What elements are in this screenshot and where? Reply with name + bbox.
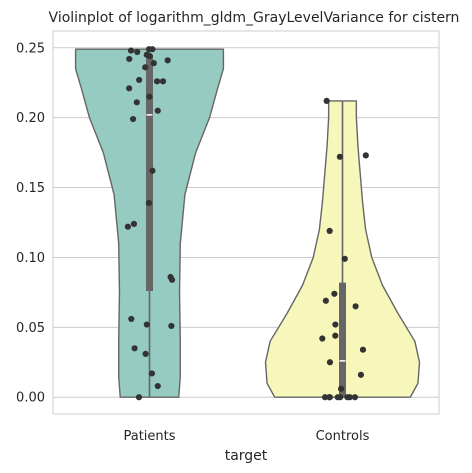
data-point — [362, 152, 369, 159]
data-point — [168, 276, 176, 283]
data-point — [136, 76, 143, 84]
x-tick-label: Patients — [123, 429, 175, 444]
data-point — [146, 53, 153, 60]
data-point — [341, 255, 348, 262]
data-point — [142, 64, 149, 71]
data-point — [359, 346, 367, 353]
data-point — [131, 345, 138, 352]
data-point — [148, 370, 156, 377]
violins — [74, 48, 421, 398]
y-tick-label: 0.00 — [16, 391, 45, 406]
y-tick-label: 0.25 — [16, 41, 45, 56]
data-point — [337, 394, 344, 401]
data-point — [351, 394, 359, 401]
data-points — [124, 46, 369, 401]
data-point — [128, 315, 135, 323]
y-tick-label: 0.20 — [16, 111, 45, 126]
data-point — [126, 85, 133, 92]
plot-frame — [52, 30, 440, 415]
data-point — [133, 99, 140, 106]
data-point — [336, 153, 343, 160]
data-point — [164, 57, 171, 64]
data-point — [130, 220, 138, 227]
data-point — [346, 394, 353, 401]
x-tick-labels: Patients Controls — [123, 429, 369, 444]
data-point — [126, 55, 133, 63]
data-point — [127, 47, 135, 54]
data-point — [146, 93, 153, 100]
data-point — [153, 78, 161, 85]
data-point — [145, 199, 152, 207]
data-point — [357, 371, 365, 378]
data-point — [168, 322, 175, 330]
data-point — [331, 290, 338, 297]
x-tick-label: Controls — [316, 429, 370, 444]
data-point — [323, 97, 330, 104]
data-point — [154, 107, 161, 114]
data-point — [143, 321, 150, 328]
data-point — [129, 115, 137, 123]
chart-title: Violinplot of logarithm_gldm_GrayLevelVa… — [49, 10, 460, 26]
data-point — [154, 382, 161, 390]
data-point — [159, 78, 167, 85]
data-point — [332, 321, 339, 328]
y-tick-label: 0.15 — [16, 181, 45, 196]
data-point — [124, 223, 131, 230]
data-point — [322, 297, 329, 304]
y-tick-label: 0.10 — [16, 251, 45, 266]
x-axis-label: target — [225, 448, 268, 464]
data-point — [326, 227, 333, 234]
data-point — [326, 359, 334, 366]
data-point — [149, 167, 156, 174]
data-point — [134, 48, 141, 56]
y-tick-label: 0.05 — [16, 321, 45, 336]
data-point — [326, 394, 333, 401]
data-point — [352, 303, 359, 310]
data-point — [142, 350, 149, 357]
data-point — [332, 332, 339, 339]
data-point — [149, 46, 156, 53]
data-point — [150, 60, 157, 67]
data-point — [135, 394, 143, 401]
data-point — [319, 335, 326, 342]
y-tick-labels: 0.00 0.05 0.10 0.15 0.20 0.25 — [16, 41, 45, 405]
data-point — [337, 385, 345, 392]
